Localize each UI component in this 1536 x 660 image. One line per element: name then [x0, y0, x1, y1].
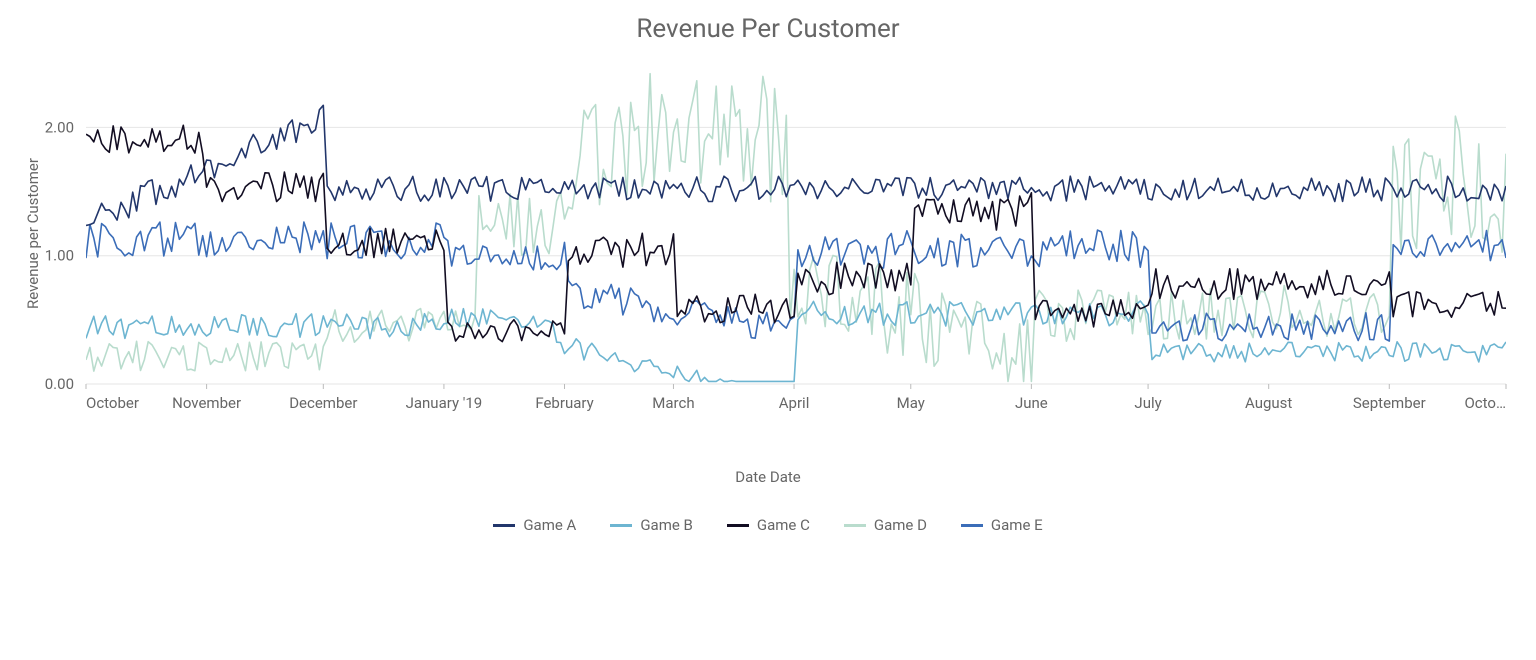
- legend-swatch: [727, 524, 749, 527]
- legend-item[interactable]: Game B: [610, 516, 693, 534]
- chart-svg: 0.00 1.00 2.00 October November December Janua…: [0, 44, 1536, 464]
- legend-label: Game C: [757, 516, 810, 534]
- series-line: [86, 301, 1506, 381]
- x-tick-label: August: [1245, 394, 1292, 412]
- chart-title: Revenue Per Customer: [0, 14, 1536, 44]
- x-axis-label: Date Date: [0, 468, 1536, 486]
- x-tick-label: December: [289, 394, 357, 412]
- y-tick-label: 2.00: [45, 118, 74, 136]
- y-tick-label: 1.00: [45, 247, 74, 265]
- legend-item[interactable]: Game A: [493, 516, 576, 534]
- legend-label: Game B: [640, 516, 693, 534]
- y-axis-label: Revenue per Customer: [24, 158, 42, 309]
- x-tick-label: May: [897, 394, 925, 412]
- x-tick-label: February: [535, 394, 593, 412]
- x-tick-label: April: [779, 394, 810, 412]
- legend-swatch: [493, 524, 515, 527]
- series-line: [86, 125, 1506, 341]
- x-tick-label: November: [172, 394, 241, 412]
- legend-label: Game D: [874, 516, 927, 534]
- x-tick-label: September: [1353, 394, 1426, 412]
- legend-label: Game A: [523, 516, 576, 534]
- series-line: [86, 105, 1506, 225]
- legend-swatch: [610, 524, 632, 527]
- x-tick-label: October: [86, 394, 139, 412]
- y-tick-label: 0.00: [45, 375, 74, 393]
- legend-item[interactable]: Game D: [844, 516, 927, 534]
- x-tick-label: June: [1015, 394, 1048, 412]
- x-tick-label: July: [1134, 394, 1161, 412]
- x-tick-label: March: [652, 394, 694, 412]
- legend: Game A Game B Game C Game D Game E: [0, 516, 1536, 534]
- x-tick-label: January '19: [406, 394, 483, 412]
- legend-label: Game E: [991, 516, 1043, 534]
- legend-swatch: [844, 524, 866, 527]
- legend-item[interactable]: Game C: [727, 516, 810, 534]
- legend-swatch: [961, 524, 983, 527]
- legend-item[interactable]: Game E: [961, 516, 1043, 534]
- chart-plot-area: 0.00 1.00 2.00 October November December Janua…: [0, 44, 1536, 464]
- x-tick-label: Octo…: [1464, 394, 1506, 412]
